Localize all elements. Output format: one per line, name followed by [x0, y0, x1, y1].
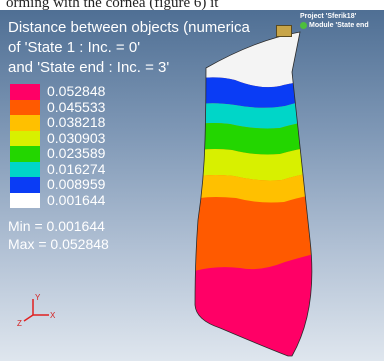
- project-name: Project 'Sferik18': [300, 13, 357, 20]
- mesh-render: [23, 31, 313, 357]
- legend-row: 0.023589: [10, 145, 106, 162]
- legend-row: 0.016274: [10, 160, 106, 177]
- 3d-viewport[interactable]: Distance between objects (numerica of 'S…: [0, 10, 384, 361]
- legend-swatch: [10, 130, 40, 146]
- min-value: Min = 0.001644: [8, 218, 105, 234]
- document-caption: orming with the cornea (figure 6) it: [0, 0, 384, 10]
- module-icon: [276, 25, 292, 37]
- title-line-2: of 'State 1 : Inc. = 0': [8, 39, 141, 56]
- legend-label: 0.016274: [47, 160, 106, 177]
- legend-swatch: [10, 115, 40, 131]
- plus-icon: [300, 21, 307, 29]
- legend-row: 0.045533: [10, 98, 106, 115]
- legend-label: 0.045533: [47, 98, 106, 115]
- axis-triad: [23, 299, 49, 322]
- module-name: Module 'State end: [309, 22, 369, 29]
- color-legend: 0.052848 0.045533 0.038218 0.030903 0.023589…: [10, 83, 106, 208]
- legend-label: 0.030903: [47, 129, 106, 146]
- project-info: Project 'Sferik18' Module 'State end: [300, 12, 369, 30]
- legend-swatch: [10, 84, 40, 100]
- title-line-1: Distance between objects (numerica: [8, 19, 250, 36]
- legend-swatch: [10, 146, 40, 162]
- legend-swatch: [10, 192, 40, 208]
- legend-label: 0.008959: [47, 176, 106, 192]
- legend-swatch: [10, 177, 40, 193]
- legend-swatch: [10, 161, 40, 177]
- legend-label: 0.001644: [47, 191, 106, 208]
- legend-label: 0.038218: [47, 114, 106, 130]
- mesh-outline: [194, 31, 313, 357]
- legend-row: 0.001644: [10, 191, 106, 208]
- title-line-3: and 'State end : Inc. = 3': [8, 59, 170, 76]
- legend-row: 0.052848: [10, 83, 106, 100]
- legend-row: 0.030903: [10, 129, 106, 146]
- max-value: Max = 0.052848: [8, 236, 109, 252]
- legend-label: 0.023589: [47, 145, 106, 161]
- legend-label: 0.052848: [47, 83, 106, 99]
- legend-row: 0.008959: [10, 176, 106, 193]
- legend-row: 0.038218: [10, 114, 106, 131]
- legend-swatch: [10, 99, 40, 115]
